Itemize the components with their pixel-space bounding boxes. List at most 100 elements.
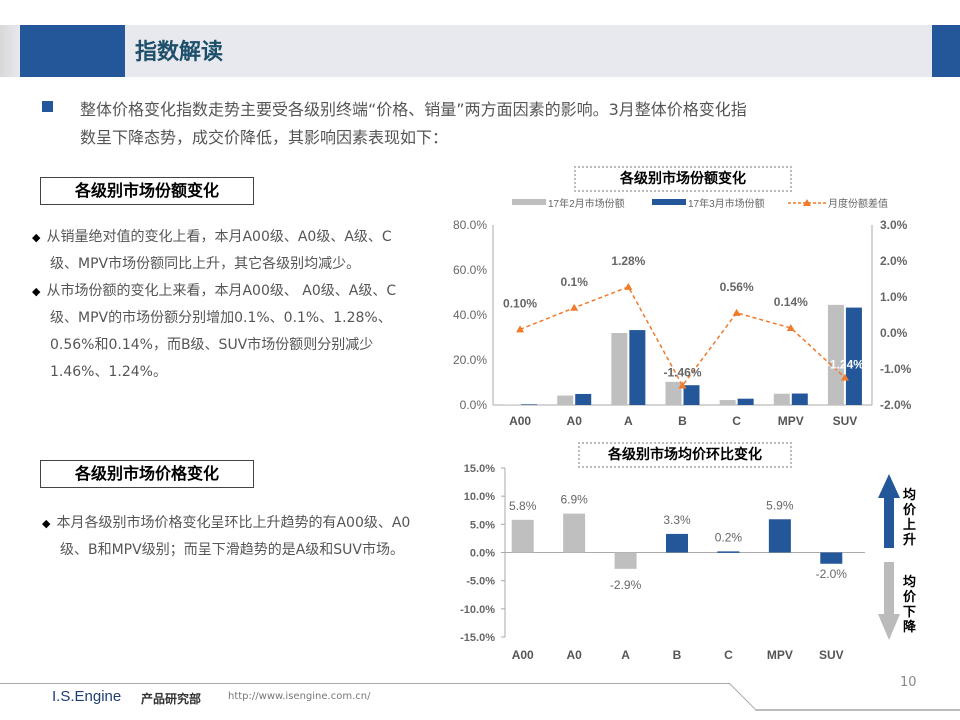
left-tick-label: 40.0% [453, 308, 487, 322]
price-bar [666, 533, 688, 553]
category-label: SUV [819, 648, 844, 662]
legend-label: 月度份额差值 [828, 197, 888, 210]
y-tick-label: 10.0% [464, 491, 495, 503]
bar-feb [557, 395, 574, 405]
bar-feb [827, 304, 844, 405]
bar-feb [665, 381, 682, 405]
header-band [0, 25, 932, 77]
chart2-title: 各级别市场均价环比变化 [578, 442, 792, 468]
section-share-text: ◆ 从销量绝对值的变化上看，本月A00级、A0级、A级、C级、MPV市场份额同比上… [32, 224, 402, 386]
category-label: MPV [778, 414, 804, 428]
diff-point [786, 323, 795, 331]
footer-url[interactable]: http://www.isengine.com.cn/ [228, 691, 371, 702]
bar-mar [629, 330, 646, 405]
y-tick-label: 5.0% [470, 519, 495, 531]
y-tick-label: -10.0% [460, 604, 495, 616]
category-label: A [621, 648, 630, 662]
diff-data-label: 0.14% [774, 295, 808, 309]
y-tick-label: -15.0% [460, 632, 495, 644]
legend-swatch [512, 199, 546, 205]
bar-data-label: 6.9% [560, 493, 588, 507]
legend-label: 17年3月市场份额 [688, 197, 765, 210]
price-bar [511, 519, 534, 553]
bar-data-label: -2.9% [610, 578, 642, 592]
bar-mar [575, 393, 592, 405]
diff-data-label: 0.10% [503, 296, 537, 310]
bar-feb [611, 333, 628, 405]
footer-divider-slant [728, 682, 756, 710]
diff-data-label: 0.1% [561, 275, 589, 289]
section-share-title: 各级别市场份额变化 [40, 177, 254, 205]
arrow-down-icon [878, 562, 900, 640]
legend-marker [803, 199, 811, 206]
header-accent-right [932, 25, 960, 77]
bullet-item: ◆ 从市场份额的变化上来看，本月A00级、 A0级、A级、C级、MPV的市场份额分… [32, 278, 402, 386]
left-tick-label: 80.0% [453, 218, 487, 232]
bar-mar [791, 393, 808, 405]
y-tick-label: 0.0% [470, 548, 495, 560]
right-tick-label: 2.0% [880, 254, 908, 268]
category-label: C [724, 648, 733, 662]
bar-mar [737, 398, 754, 405]
price-bar [563, 513, 586, 553]
page-number: 10 [900, 675, 917, 690]
left-tick-label: 20.0% [453, 353, 487, 367]
right-tick-label: 1.0% [880, 290, 908, 304]
section-price-text: ◆ 本月各级别市场价格变化呈环比上升趋势的有A00级、A0级、B和MPV级别；而呈… [42, 510, 412, 564]
diff-point [624, 282, 633, 290]
bullet-item: ◆ 本月各级别市场价格变化呈环比上升趋势的有A00级、A0级、B和MPV级别；而呈… [42, 510, 412, 564]
bullet-item: ◆ 从销量绝对值的变化上看，本月A00级、A0级、A级、C级、MPV市场份额同比上… [32, 224, 402, 278]
right-tick-label: -1.0% [880, 362, 912, 376]
arrows [878, 474, 900, 640]
diff-data-label: 0.56% [720, 280, 754, 294]
bullet-text: 从市场份额的变化上来看，本月A00级、 A0级、A级、C级、MPV的市场份额分别… [46, 283, 397, 380]
diff-point [516, 325, 525, 333]
price-up-label: 均价上升 [903, 488, 917, 548]
diff-data-label: -1.46% [663, 366, 701, 380]
price-bar [717, 551, 740, 553]
market-share-chart: 0.0% 20.0% 40.0% 60.0% 80.0% -2.0% -1.0% 0.0% 1.… [453, 197, 912, 428]
price-bar [820, 552, 843, 564]
left-tick-label: 0.0% [460, 398, 488, 412]
y-tick-label: -5.0% [466, 576, 495, 588]
right-tick-label: 3.0% [880, 218, 908, 232]
square-bullet-icon [42, 101, 53, 112]
footer-dept: 产品研究部 [141, 692, 202, 706]
diamond-bullet-icon: ◆ [32, 285, 41, 298]
intro-line-2: 数呈下降态势，成交价降低，其影响因素表现如下： [80, 128, 449, 147]
footer-brand: I.S.Engine [52, 688, 122, 705]
right-tick-label: -2.0% [880, 398, 912, 412]
arrow-up-icon [878, 474, 900, 548]
intro-line-1: 整体价格变化指数走势主要受各级别终端“价格、销量”两方面因素的影响。3月整体价格… [80, 100, 747, 119]
bullet-text: 本月各级别市场价格变化呈环比上升趋势的有A00级、A0级、B和MPV级别；而呈下… [56, 515, 411, 558]
diamond-bullet-icon: ◆ [32, 231, 41, 244]
category-label: A00 [509, 414, 531, 428]
legend-swatch [652, 199, 686, 205]
bar-mar [683, 385, 700, 405]
left-tick-label: 60.0% [453, 263, 487, 277]
category-label: B [678, 414, 687, 428]
bar-mar [521, 404, 538, 405]
category-label: A00 [512, 648, 534, 662]
price-bar [768, 519, 791, 553]
diff-data-label: -1.24% [826, 358, 864, 372]
category-label: A [624, 414, 633, 428]
price-change-chart: -15.0%-10.0%-5.0%0.0%5.0%10.0%15.0%A00 A0… [460, 463, 865, 662]
diff-data-label: 1.28% [611, 254, 645, 268]
category-label: SUV [833, 414, 858, 428]
diamond-bullet-icon: ◆ [42, 517, 51, 530]
bar-mar [845, 307, 862, 405]
page-title: 指数解读 [135, 40, 224, 65]
category-label: A0 [566, 648, 582, 662]
bar-data-label: -2.0% [816, 567, 848, 581]
footer-divider [0, 683, 730, 684]
diff-point [732, 308, 741, 316]
category-label: B [673, 648, 682, 662]
bar-data-label: 5.9% [766, 498, 794, 512]
bar-data-label: 5.8% [509, 499, 537, 513]
right-tick-label: 0.0% [880, 326, 908, 340]
category-label: MPV [767, 648, 793, 662]
diff-point [678, 381, 687, 389]
chart1-title: 各级别市场份额变化 [574, 166, 792, 192]
price-down-label: 均价下降 [903, 575, 917, 635]
